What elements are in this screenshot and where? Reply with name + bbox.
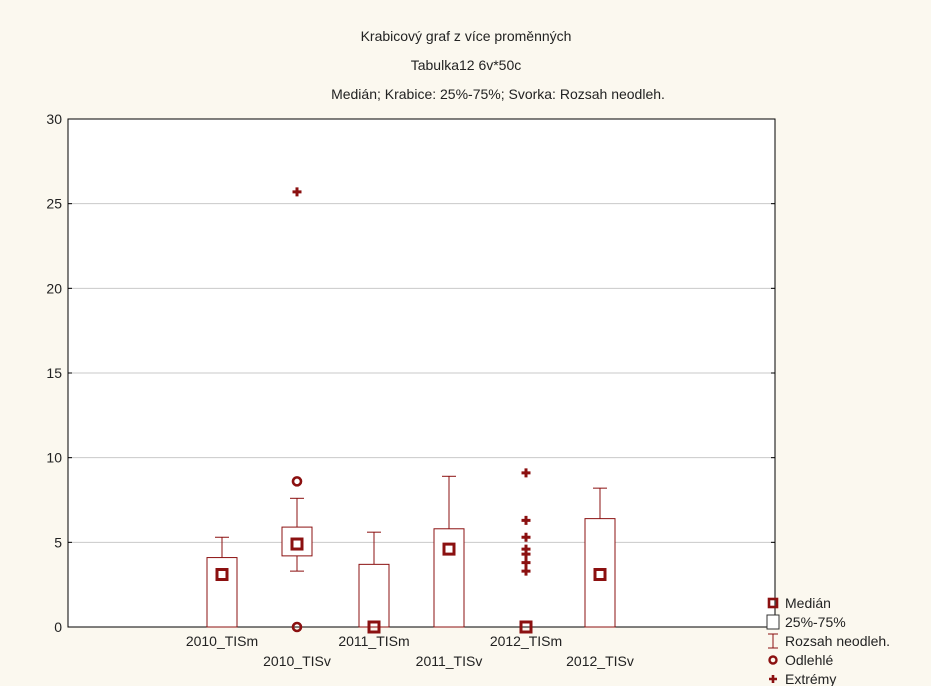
legend-label: Rozsah neodleh. bbox=[785, 633, 890, 649]
legend-box-swatch bbox=[767, 615, 779, 629]
iqr-box bbox=[282, 527, 312, 556]
iqr-box bbox=[207, 558, 237, 627]
chart-title: Krabicový graf z více proměnných bbox=[361, 28, 572, 44]
legend-label: 25%-75% bbox=[785, 614, 846, 630]
y-tick-label: 30 bbox=[46, 111, 62, 127]
legend-label: Extrémy bbox=[785, 671, 836, 686]
y-tick-label: 5 bbox=[54, 534, 62, 550]
plot-area: 0 5 10 15 20 25 30 2010_TISm 2010_TISv 2011_TISm 2… bbox=[46, 111, 775, 669]
y-tick-label: 20 bbox=[46, 280, 62, 296]
legend: Medián 25%-75% Rozsah neodleh. Odlehlé Extré… bbox=[767, 595, 890, 686]
chart-subtitle: Tabulka12 6v*50c bbox=[411, 57, 522, 73]
x-category-label: 2012_TISv bbox=[566, 653, 634, 669]
legend-label: Medián bbox=[785, 595, 831, 611]
y-tick-label: 15 bbox=[46, 365, 62, 381]
legend-extreme-swatch bbox=[769, 675, 777, 683]
iqr-box bbox=[585, 519, 615, 627]
y-tick-label: 0 bbox=[54, 619, 62, 635]
legend-whisker-swatch bbox=[768, 634, 778, 648]
legend-label: Odlehlé bbox=[785, 652, 833, 668]
y-tick-label: 10 bbox=[46, 450, 62, 466]
iqr-box bbox=[359, 564, 389, 627]
x-category-label: 2011_TISv bbox=[416, 653, 483, 669]
x-category-label: 2010_TISm bbox=[186, 633, 258, 649]
x-category-label: 2012_TISm bbox=[490, 633, 562, 649]
legend-outlier-swatch bbox=[770, 657, 777, 664]
chart-description: Medián; Krabice: 25%-75%; Svorka: Rozsah… bbox=[331, 86, 665, 102]
x-category-label: 2011_TISm bbox=[338, 633, 409, 649]
x-category-label: 2010_TISv bbox=[263, 653, 331, 669]
y-tick-label: 25 bbox=[46, 196, 62, 212]
